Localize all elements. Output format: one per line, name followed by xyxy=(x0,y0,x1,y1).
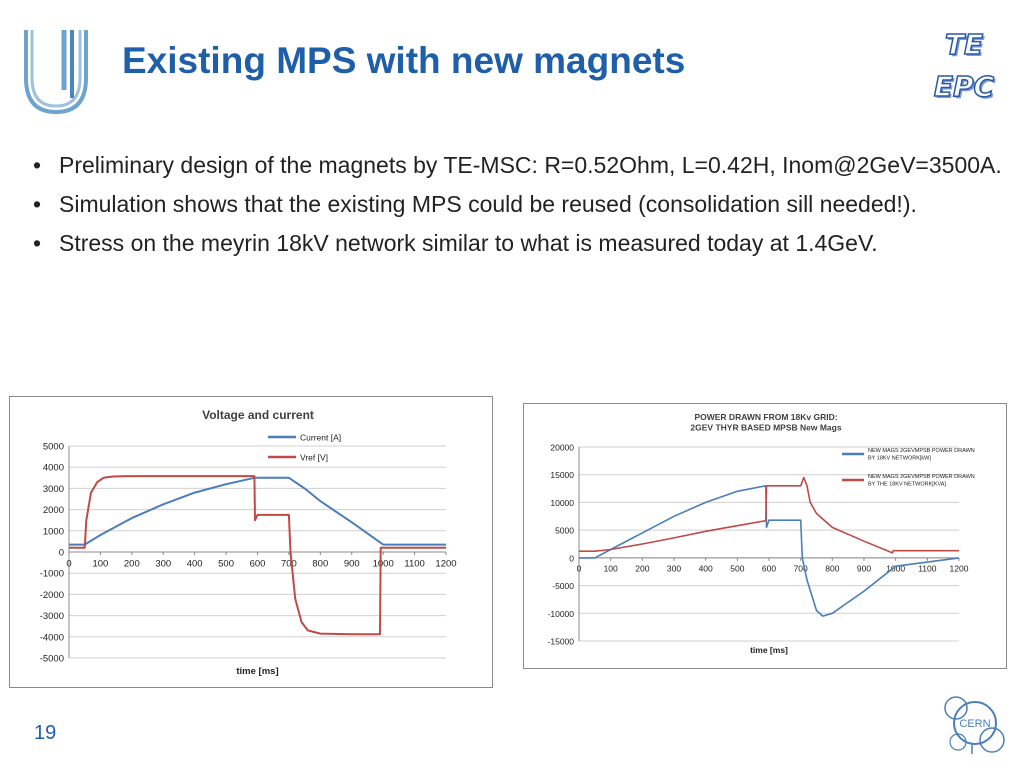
legend-label: NEW MAGS 2GEVMPSB POWER DRAWN BY THE 18KV… xyxy=(868,474,975,488)
x-tick-label: 800 xyxy=(312,559,328,570)
x-tick-label: 700 xyxy=(794,563,808,573)
x-tick-label: 0 xyxy=(66,559,71,570)
series-line-1 xyxy=(69,476,446,546)
x-tick-label: 400 xyxy=(699,563,713,573)
legend-label: NEW MAGS 2GEVMPSB POWER DRAWN BY 18KV NET… xyxy=(868,448,975,462)
te-epc-logo: TE EPC xyxy=(924,24,1004,108)
te-label: TE xyxy=(944,27,984,62)
chart-title: Voltage and current xyxy=(202,408,314,422)
x-tick-label: 400 xyxy=(187,559,203,570)
x-tick-label: 1100 xyxy=(404,559,424,570)
y-tick-label: 2000 xyxy=(43,505,64,516)
y-tick-label: 10000 xyxy=(550,498,574,508)
voltage-current-chart: Voltage and current 5000 4000 3000 2000 1000 0… xyxy=(9,396,493,688)
y-tick-label: 0 xyxy=(59,548,64,559)
chart-subtitle: 2GEV THYR BASED MPSB New Mags xyxy=(690,423,841,433)
x-tick-label: 1200 xyxy=(950,563,969,573)
y-tick-label: 20000 xyxy=(550,443,574,453)
bullet-item: • Simulation shows that the existing MPS … xyxy=(33,187,1003,222)
slide-title: Existing MPS with new magnets xyxy=(122,40,686,81)
x-tick-label: 100 xyxy=(92,559,108,570)
x-tick-label: 1200 xyxy=(435,559,456,570)
series-line-2 xyxy=(579,476,959,554)
x-tick-label: 900 xyxy=(344,559,360,570)
cern-logo: CERN xyxy=(944,696,1005,754)
x-tick-label: 0 xyxy=(577,563,582,573)
cern-logo-text: CERN xyxy=(959,718,990,730)
x-tick-label: 300 xyxy=(155,559,171,570)
chart-title: POWER DRAWN FROM 18Kv GRID: xyxy=(694,412,837,422)
x-tick-label: 600 xyxy=(762,563,776,573)
y-tick-label: 1000 xyxy=(43,526,64,537)
y-tick-label: 4000 xyxy=(43,463,64,474)
x-axis-label: time [ms] xyxy=(750,645,788,655)
x-tick-label: 700 xyxy=(281,559,297,570)
legend-label: Current [A] xyxy=(300,433,341,443)
power-grid-chart: POWER DRAWN FROM 18Kv GRID: 2GEV THYR BAS… xyxy=(523,403,1007,669)
x-axis-label: time [ms] xyxy=(236,666,278,677)
x-tick-label: 1000 xyxy=(373,559,394,570)
x-tick-label: 200 xyxy=(124,559,140,570)
y-tick-label: -4000 xyxy=(40,632,64,643)
x-tick-label: 1100 xyxy=(918,563,937,573)
bullet-marker: • xyxy=(33,152,42,178)
bullet-list: • Preliminary design of the magnets by TE… xyxy=(33,148,1003,265)
page-number: 19 xyxy=(34,722,57,744)
x-tick-label: 800 xyxy=(825,563,839,573)
bullet-text: Simulation shows that the existing MPS c… xyxy=(59,191,917,217)
y-tick-label: -2000 xyxy=(40,590,64,601)
series-line-1 xyxy=(579,485,960,617)
bullet-marker: • xyxy=(33,191,42,217)
y-tick-label: 15000 xyxy=(550,470,574,480)
x-tick-label: 500 xyxy=(218,559,234,570)
university-logo xyxy=(24,30,88,115)
voltage-current-chart-svg: Voltage and current500040003000200010000… xyxy=(40,408,457,677)
power-grid-chart-svg: POWER DRAWN FROM 18Kv GRID:2GEV THYR BAS… xyxy=(548,412,975,655)
y-tick-label: -3000 xyxy=(40,611,64,622)
x-tick-label: 600 xyxy=(250,559,266,570)
legend-label: Vref [V] xyxy=(300,453,328,463)
y-tick-label: -5000 xyxy=(40,654,64,665)
x-tick-label: 1000 xyxy=(886,563,905,573)
x-tick-label: 900 xyxy=(857,563,871,573)
bullet-text: Stress on the meyrin 18kV network simila… xyxy=(59,230,878,256)
y-tick-label: 5000 xyxy=(555,526,574,536)
bullet-text: Preliminary design of the magnets by TE-… xyxy=(59,152,1002,178)
y-tick-label: 5000 xyxy=(43,442,64,453)
bullet-item: • Stress on the meyrin 18kV network simil… xyxy=(33,226,1003,261)
y-tick-label: 3000 xyxy=(43,484,64,495)
x-tick-label: 300 xyxy=(667,563,681,573)
y-tick-label: 0 xyxy=(569,553,574,563)
y-tick-label: -10000 xyxy=(548,609,575,619)
epc-label: EPC xyxy=(933,69,995,104)
x-tick-label: 200 xyxy=(635,563,649,573)
series-line-2 xyxy=(69,475,446,636)
x-tick-label: 500 xyxy=(730,563,744,573)
bullet-marker: • xyxy=(33,230,42,256)
y-tick-label: -1000 xyxy=(40,569,64,580)
bullet-item: • Preliminary design of the magnets by TE… xyxy=(33,148,1003,183)
y-tick-label: -15000 xyxy=(548,637,575,647)
x-tick-label: 100 xyxy=(604,563,618,573)
y-tick-label: -5000 xyxy=(552,581,574,591)
